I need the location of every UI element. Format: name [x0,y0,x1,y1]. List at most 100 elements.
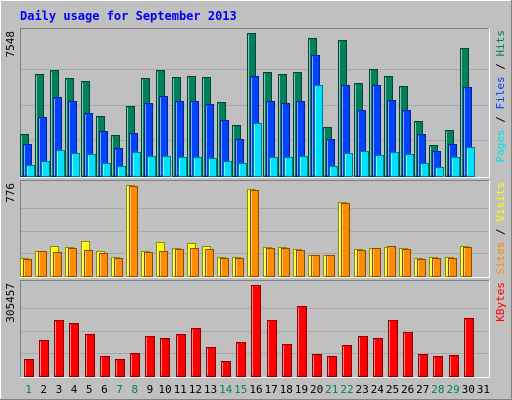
bar-pages-day-3 [56,150,65,177]
bar-kbytes-day-12 [191,328,201,377]
bar-pages-day-11 [178,157,187,177]
bar-sites-day-11 [175,249,184,277]
bar-kbytes-day-24 [373,338,383,377]
bar-kbytes-day-21 [327,356,337,377]
bar-pages-day-28 [435,167,444,177]
day-label: 2 [40,383,47,396]
y-axis-max-label: 305457 [4,283,17,323]
bar-pages-day-25 [390,152,399,177]
y-axis-max-label: 776 [4,183,17,203]
bar-kbytes-day-30 [464,318,474,377]
bar-pages-day-27 [420,163,429,177]
bar-pages-day-4 [71,153,80,177]
bar-kbytes-day-10 [160,338,170,377]
bar-sites-day-16 [250,190,259,277]
bar-sites-day-24 [372,248,381,277]
panel-visits_sites: 776 Sites / Visits [4,180,507,278]
bar-kbytes-day-6 [100,356,110,377]
day-label: 4 [71,383,78,396]
legend-part-1: / [494,222,507,242]
bar-sites-day-20 [311,255,320,277]
bar-kbytes-day-18 [282,344,292,377]
bar-pages-day-26 [405,154,414,177]
y-axis-max-label: 7548 [4,31,17,58]
chart-panels: 7548 Pages / Files / Hits 776 Sites / Visit… [4,28,507,378]
bar-sites-day-1 [23,259,32,277]
bar-sites-day-25 [387,246,396,277]
day-label: 17 [265,383,278,396]
bar-pages-day-1 [26,165,35,177]
bar-sites-day-23 [357,250,366,277]
bar-sites-day-13 [205,249,214,277]
day-label: 14 [219,383,233,396]
legend-part-1: / [494,110,507,130]
series-legend: Pages / Files / Hits [494,30,507,163]
bar-kbytes-day-13 [206,347,216,377]
bar-kbytes-day-17 [267,320,277,377]
day-label: 1 [25,383,32,396]
bar-sites-day-9 [144,252,153,277]
bar-kbytes-day-25 [388,320,398,377]
series-legend: KBytes [494,282,507,322]
bar-kbytes-day-3 [54,320,64,377]
day-label: 13 [204,383,217,396]
bar-kbytes-day-8 [130,353,140,377]
bar-kbytes-day-23 [358,336,368,377]
bar-pages-day-22 [344,153,353,177]
bar-sites-day-10 [159,251,168,277]
bar-pages-day-8 [132,152,141,177]
bar-sites-day-22 [341,203,350,277]
bar-kbytes-day-7 [115,359,125,377]
bar-pages-day-17 [269,157,278,177]
bar-kbytes-day-5 [85,334,95,377]
bar-sites-day-12 [190,248,199,277]
bar-sites-day-14 [220,258,229,277]
series-pages [26,85,475,177]
bar-pages-day-10 [162,156,171,177]
bar-sites-day-27 [417,259,426,277]
legend-part-3: / [494,57,507,77]
day-label: 9 [147,383,154,396]
legend-part-2: Files [494,76,507,109]
chart-title: Daily usage for September 2013 [20,9,237,23]
day-axis-labels: 1 2 3 4 5 6 7 8 9 10 11 12 13 14 15 16 17 18 19 20 21 22 23 24 2… [25,383,490,396]
series-kbytes [24,285,474,377]
bar-pages-day-16 [253,123,262,177]
bar-sites-day-21 [326,255,335,277]
bar-sites-day-26 [402,249,411,277]
bar-sites-day-4 [68,248,77,277]
bar-pages-day-14 [223,161,232,177]
bar-kbytes-day-4 [69,323,79,377]
bar-kbytes-day-19 [297,306,307,377]
bar-kbytes-day-11 [176,334,186,377]
bar-sites-day-30 [463,247,472,277]
bar-kbytes-day-27 [418,354,428,377]
bar-kbytes-day-28 [433,356,443,377]
day-label: 5 [86,383,93,396]
day-label: 6 [101,383,108,396]
day-label: 15 [234,383,247,396]
day-label: 22 [340,383,353,396]
bar-pages-day-18 [284,157,293,177]
bar-sites-day-29 [448,258,457,277]
day-label: 19 [295,383,308,396]
bar-sites-day-6 [99,253,108,277]
legend-part-2: Visits [494,182,507,222]
panel-hits_files_pages: 7548 Pages / Files / Hits [4,28,507,178]
bar-kbytes-day-1 [24,359,34,377]
bar-pages-day-30 [466,147,475,177]
bar-pages-day-2 [41,161,50,177]
day-label: 26 [401,383,414,396]
bar-kbytes-day-15 [236,342,246,377]
bar-kbytes-day-26 [403,332,413,377]
bar-kbytes-day-29 [449,355,459,377]
bar-sites-day-2 [38,251,47,277]
bar-pages-day-13 [208,158,217,177]
bar-pages-day-23 [360,151,369,177]
bar-pages-day-19 [299,156,308,177]
day-label: 31 [477,383,490,396]
bar-pages-day-29 [451,157,460,177]
bar-sites-day-19 [296,250,305,277]
day-label: 10 [158,383,171,396]
